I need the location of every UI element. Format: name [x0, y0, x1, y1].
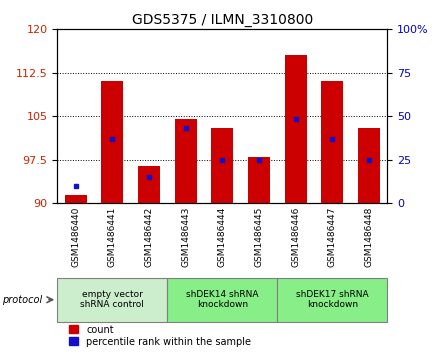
Bar — [138, 166, 160, 203]
Text: GSM1486445: GSM1486445 — [254, 207, 264, 268]
Title: GDS5375 / ILMN_3310800: GDS5375 / ILMN_3310800 — [132, 13, 313, 26]
Bar — [248, 157, 270, 203]
Bar — [358, 128, 380, 203]
Bar — [101, 81, 123, 203]
Bar — [277, 278, 387, 322]
Text: GSM1486442: GSM1486442 — [144, 207, 154, 267]
Bar — [57, 278, 167, 322]
Bar — [321, 81, 343, 203]
Text: GSM1486448: GSM1486448 — [364, 207, 374, 268]
Text: GSM1486440: GSM1486440 — [71, 207, 80, 268]
Text: shDEK17 shRNA
knockdown: shDEK17 shRNA knockdown — [296, 290, 369, 309]
Bar — [175, 119, 197, 203]
Text: shDEK14 shRNA
knockdown: shDEK14 shRNA knockdown — [186, 290, 258, 309]
Bar — [65, 195, 87, 203]
Bar — [211, 128, 233, 203]
Text: GSM1486444: GSM1486444 — [218, 207, 227, 267]
Text: GSM1486443: GSM1486443 — [181, 207, 190, 268]
Text: GSM1486447: GSM1486447 — [328, 207, 337, 268]
Text: GSM1486441: GSM1486441 — [108, 207, 117, 268]
Legend: count, percentile rank within the sample: count, percentile rank within the sample — [69, 325, 251, 347]
Bar — [285, 55, 307, 203]
Text: GSM1486446: GSM1486446 — [291, 207, 300, 268]
Bar — [167, 278, 277, 322]
Text: protocol: protocol — [2, 295, 42, 305]
Text: empty vector
shRNA control: empty vector shRNA control — [80, 290, 144, 309]
